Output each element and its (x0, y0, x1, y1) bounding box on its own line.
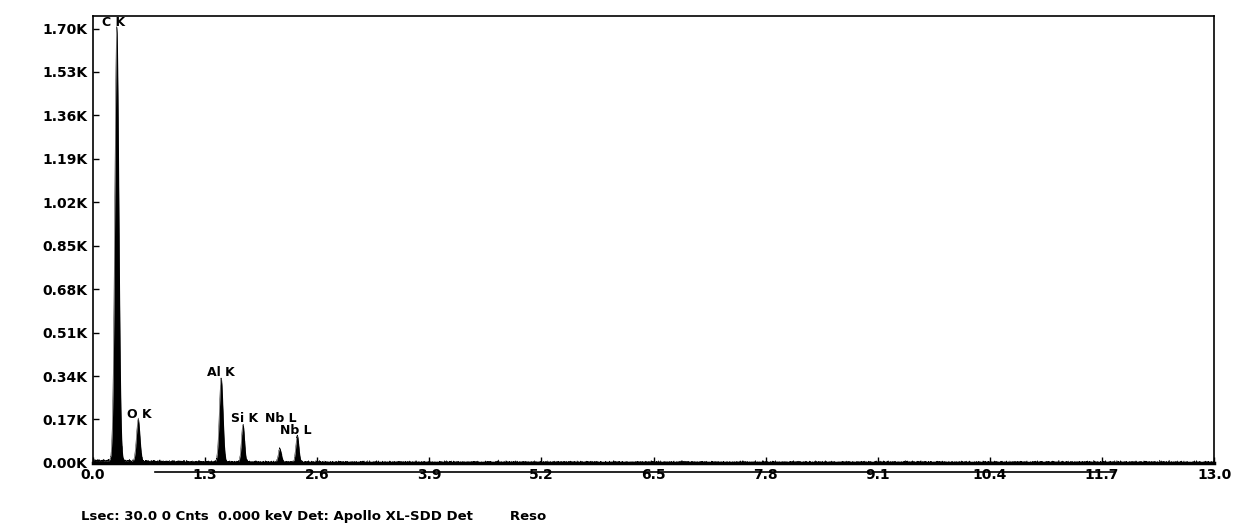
Text: Al K: Al K (207, 366, 234, 379)
Text: Lsec: 30.0 0 Cnts  0.000 keV Det: Apollo XL-SDD Det        Reso: Lsec: 30.0 0 Cnts 0.000 keV Det: Apollo … (81, 510, 546, 523)
Text: Nb L: Nb L (280, 424, 312, 437)
Text: Si K: Si K (230, 412, 258, 425)
Text: Nb L: Nb L (265, 412, 297, 425)
Text: O K: O K (128, 408, 152, 421)
Text: C K: C K (102, 16, 125, 28)
